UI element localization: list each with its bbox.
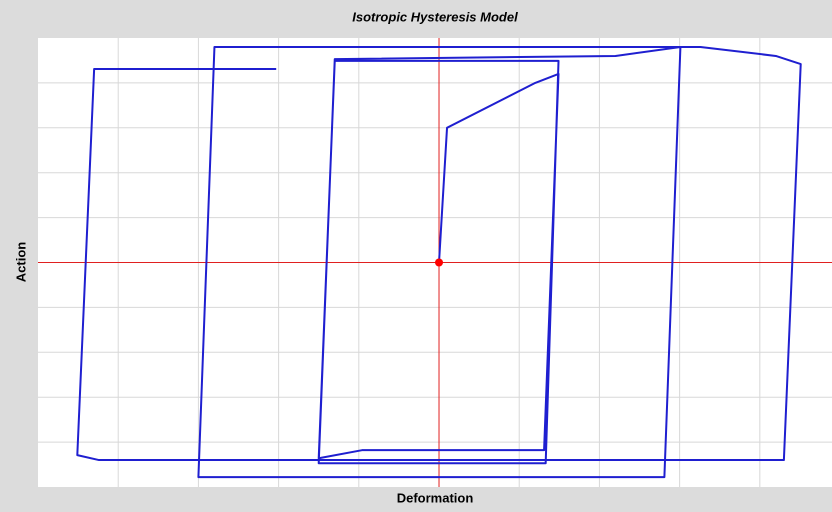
x-axis-label: Deformation [397,490,474,505]
origin-point [435,258,444,267]
series-line [76,45,802,479]
chart-title: Isotropic Hysteresis Model [352,9,518,24]
y-axis-label: Action [13,242,28,283]
